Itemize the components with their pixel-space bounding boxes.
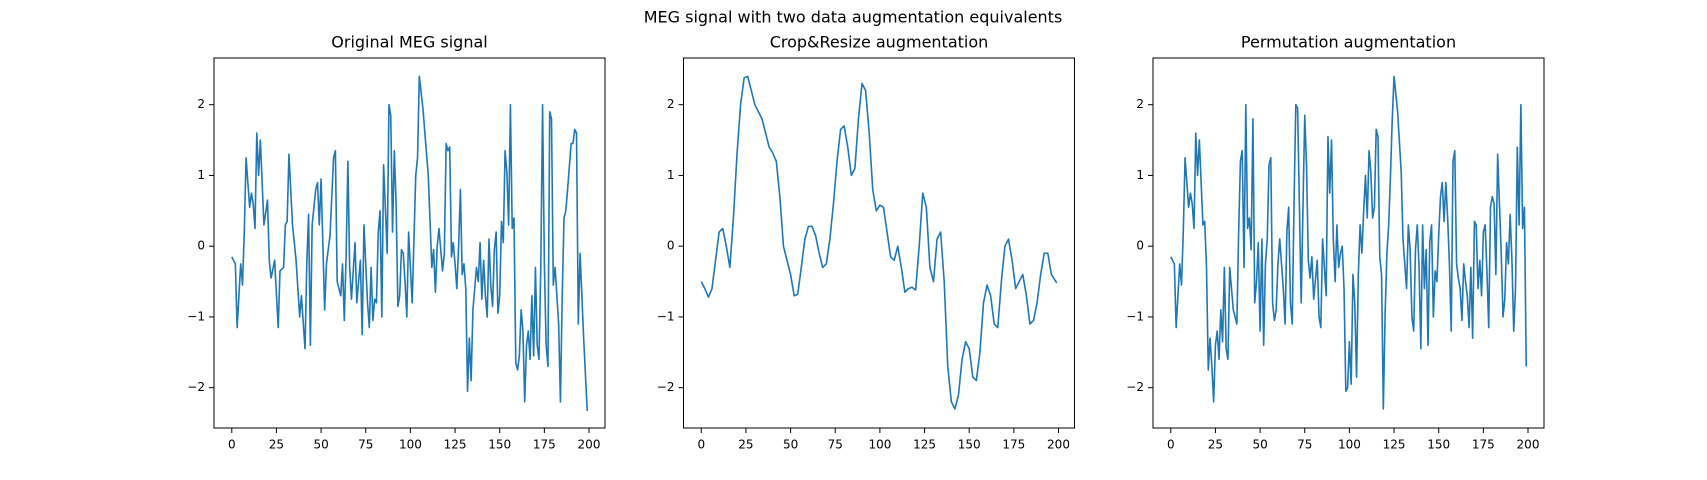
x-tick-label: 25 — [738, 438, 753, 452]
y-tick-label: 1 — [1136, 168, 1144, 182]
y-tick-label: −2 — [187, 380, 205, 394]
x-tick-label: 175 — [1002, 438, 1025, 452]
x-tick-label: 100 — [868, 438, 891, 452]
subplot-title: Crop&Resize augmentation — [770, 33, 989, 52]
x-tick-label: 175 — [533, 438, 556, 452]
x-tick-label: 125 — [913, 438, 936, 452]
x-tick-label: 125 — [444, 438, 467, 452]
signal-line — [700, 75, 1058, 410]
x-tick-label: 125 — [1383, 438, 1406, 452]
x-tick-label: 200 — [1517, 438, 1540, 452]
x-tick-label: 75 — [1297, 438, 1312, 452]
y-tick-label: 2 — [667, 97, 675, 111]
x-tick-label: 50 — [313, 438, 328, 452]
y-tick-label: 0 — [197, 239, 205, 253]
x-tick-label: 0 — [697, 438, 705, 452]
x-tick-label: 75 — [828, 438, 843, 452]
axes-frame — [1152, 57, 1545, 429]
x-tick-label: 0 — [228, 438, 236, 452]
x-tick-label: 100 — [1338, 438, 1361, 452]
x-tick-label: 150 — [958, 438, 981, 452]
signal-line — [1170, 75, 1528, 410]
y-tick-label: 0 — [1136, 239, 1144, 253]
axes-frame — [683, 57, 1075, 429]
y-tick-label: −1 — [657, 309, 675, 323]
x-tick-label: 200 — [1047, 438, 1070, 452]
y-tick-label: 1 — [197, 168, 205, 182]
x-tick-label: 50 — [1252, 438, 1267, 452]
signal-line — [231, 75, 589, 412]
x-tick-label: 25 — [1208, 438, 1223, 452]
y-tick-label: 0 — [667, 239, 675, 253]
x-tick-label: 50 — [783, 438, 798, 452]
y-tick-label: 2 — [197, 97, 205, 111]
y-tick-label: −1 — [1126, 309, 1144, 323]
x-tick-label: 0 — [1167, 438, 1175, 452]
x-tick-label: 100 — [399, 438, 422, 452]
axes-frame — [213, 57, 606, 429]
x-tick-label: 25 — [269, 438, 284, 452]
x-tick-label: 75 — [358, 438, 373, 452]
y-tick-label: 1 — [667, 168, 675, 182]
x-tick-label: 200 — [578, 438, 601, 452]
y-tick-label: −2 — [1126, 380, 1144, 394]
subplot-title: Original MEG signal — [331, 33, 487, 52]
x-tick-label: 150 — [488, 438, 511, 452]
x-tick-label: 150 — [1427, 438, 1450, 452]
y-tick-label: 2 — [1136, 97, 1144, 111]
subplot-title: Permutation augmentation — [1241, 33, 1456, 52]
x-tick-label: 175 — [1472, 438, 1495, 452]
figure-title: MEG signal with two data augmentation eq… — [644, 8, 1063, 27]
y-tick-label: −1 — [187, 309, 205, 323]
y-tick-label: −2 — [657, 380, 675, 394]
